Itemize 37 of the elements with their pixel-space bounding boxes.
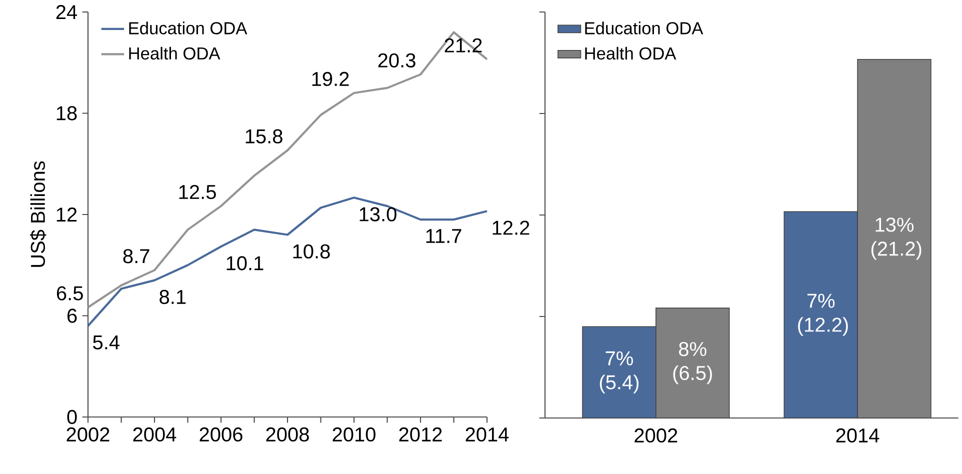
x-tick-label: 2014 (836, 428, 880, 443)
y-tick-label: 24 (56, 5, 78, 19)
data-label: 10.1 (226, 256, 264, 270)
x-tick-label: 2006 (200, 427, 242, 442)
x-tick-label: 2010 (332, 427, 376, 442)
x-tick-label: 2014 (466, 427, 509, 442)
data-label: 13% (21.2) (871, 218, 922, 260)
data-label: 10.8 (293, 244, 330, 258)
y-tick-label: 12 (56, 208, 77, 222)
data-label: 15.8 (246, 129, 282, 144)
y-tick-label: 6 (68, 308, 77, 323)
y-tick-label: 0 (67, 410, 77, 424)
x-tick-label: 2002 (634, 428, 678, 443)
data-label: 12.5 (179, 184, 216, 200)
data-label: 12.2 (492, 220, 530, 235)
data-label: 13.0 (360, 207, 396, 222)
data-label: 8.1 (160, 290, 186, 304)
data-label: 5.4 (93, 335, 120, 350)
data-label: 8% (6.5) (673, 342, 712, 384)
y-tick-label: 18 (56, 106, 77, 120)
data-label: 6.5 (56, 286, 83, 300)
legend-label: Education ODA (129, 22, 248, 34)
legend-label: Health ODA (585, 46, 676, 60)
x-tick-label: 2002 (66, 427, 110, 442)
data-label: 20.3 (378, 53, 416, 68)
x-tick-label: 2004 (133, 427, 176, 442)
legend-label: Health ODA (129, 46, 220, 60)
data-label: 8.7 (123, 249, 150, 264)
legend-label: Education ODA (585, 22, 704, 34)
data-label: 7% (12.2) (798, 294, 848, 336)
data-label: 21.2 (444, 38, 482, 52)
x-tick-label: 2008 (266, 427, 309, 442)
y-axis-title: US$ Billions (30, 161, 46, 267)
x-tick-label: 2012 (399, 427, 442, 442)
data-label: 19.2 (312, 72, 349, 86)
data-label: 7% (5.4) (600, 351, 639, 394)
data-label: 11.7 (426, 229, 462, 243)
